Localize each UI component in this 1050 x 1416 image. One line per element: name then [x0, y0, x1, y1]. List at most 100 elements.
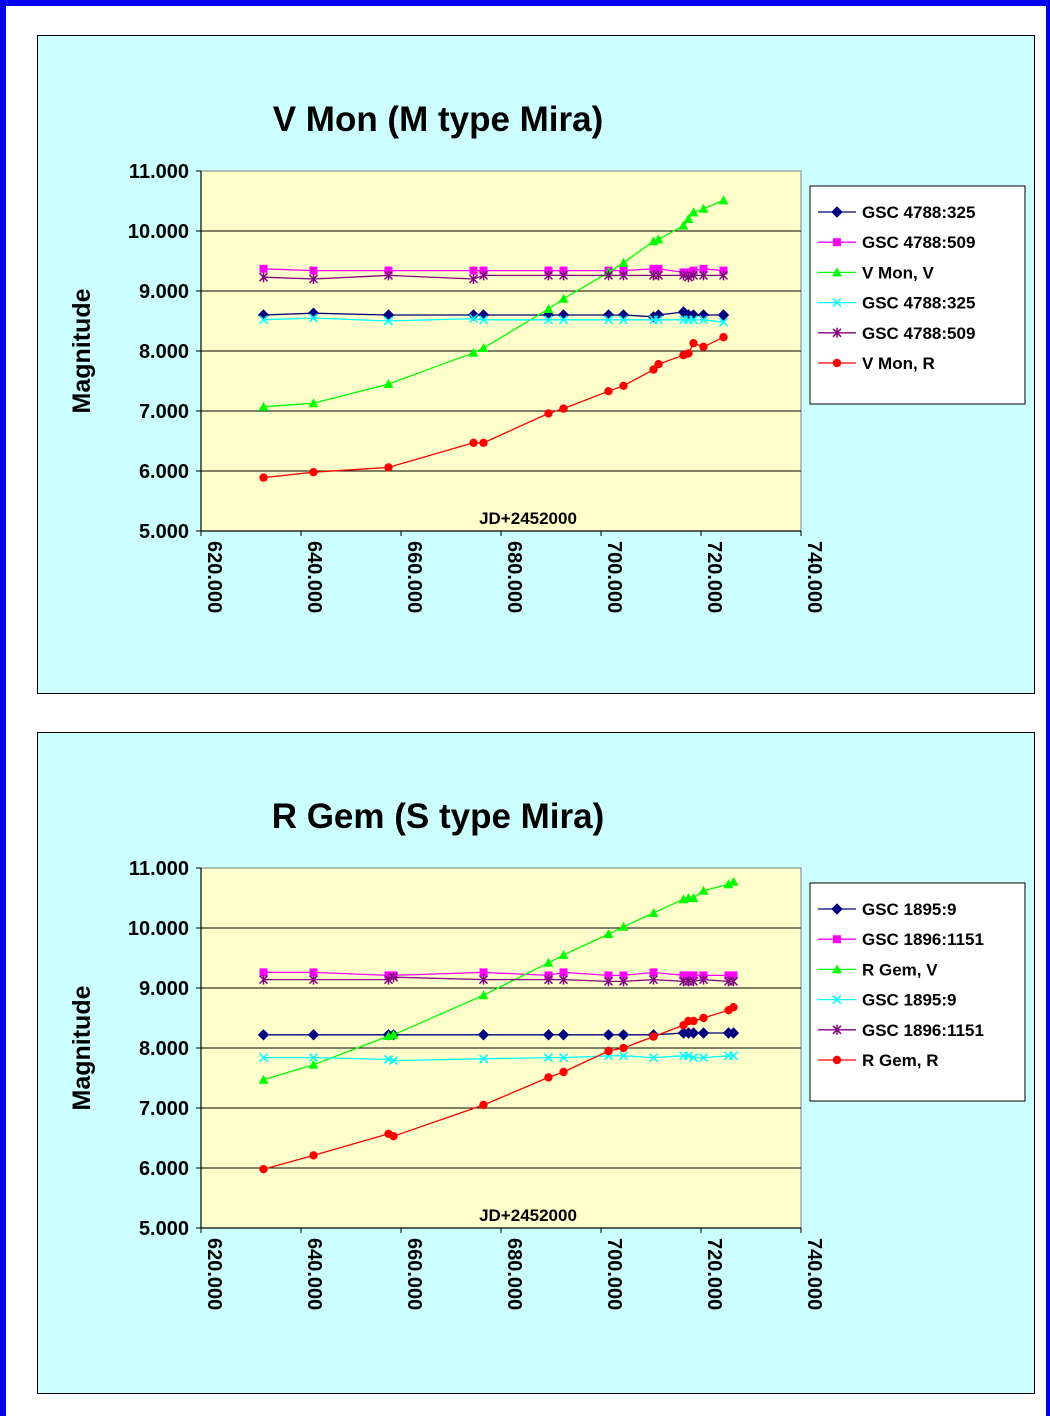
data-point	[308, 274, 319, 284]
data-point	[384, 463, 393, 472]
data-point	[543, 270, 554, 281]
legend-label: GSC 1895:9	[862, 991, 957, 1010]
data-point	[648, 908, 659, 917]
y-tick-label: 5.000	[139, 1218, 189, 1240]
y-tick-label: 7.000	[139, 1098, 189, 1120]
data-point	[618, 976, 629, 987]
data-point	[389, 1132, 398, 1141]
legend-item: GSC 1896:1151	[818, 930, 984, 949]
data-point	[729, 1003, 738, 1012]
data-point	[688, 976, 699, 987]
data-point	[478, 315, 489, 325]
y-axis-label: Magnitude	[68, 985, 96, 1110]
data-point	[258, 1074, 269, 1084]
data-point	[383, 974, 394, 985]
data-point	[602, 1029, 615, 1041]
data-point	[543, 304, 554, 313]
data-point	[688, 315, 699, 325]
data-point	[479, 1100, 488, 1110]
data-point	[469, 266, 478, 275]
data-point	[383, 270, 394, 281]
legend: GSC 4788:325 GSC 4788:509 V Mon, V GSC 4788…	[809, 185, 1026, 405]
x-tick-label: 720.000	[703, 1238, 725, 1310]
data-point	[479, 968, 488, 977]
data-point	[687, 1027, 700, 1039]
data-point	[603, 270, 614, 281]
legend-marker	[832, 1055, 842, 1065]
data-point	[307, 1029, 320, 1041]
data-point	[618, 257, 629, 267]
data-point	[698, 203, 709, 213]
data-point	[649, 1032, 658, 1041]
y-axis-label: Magnitude	[68, 288, 96, 413]
data-point	[468, 274, 479, 284]
data-point	[729, 971, 738, 980]
data-point	[604, 1046, 613, 1056]
data-point	[309, 1151, 318, 1160]
series-4	[258, 270, 729, 284]
legend-item: GSC 4788:509	[818, 233, 975, 252]
x-tick-label: 640.000	[303, 1238, 325, 1310]
data-point	[468, 347, 479, 357]
data-point	[383, 379, 394, 388]
data-point	[469, 438, 478, 447]
legend-marker	[832, 995, 842, 1005]
data-point	[618, 315, 629, 325]
data-point	[653, 270, 664, 281]
chart-title: R Gem (S type Mira)	[272, 797, 605, 836]
data-point	[699, 264, 708, 273]
legend-box	[809, 185, 1026, 405]
data-point	[653, 234, 664, 244]
legend-item: R Gem, R	[818, 1051, 939, 1070]
data-point	[649, 264, 658, 273]
data-point	[478, 270, 489, 281]
data-point	[603, 929, 614, 938]
data-point	[604, 971, 613, 980]
data-point	[728, 976, 739, 987]
data-point	[719, 333, 728, 342]
data-point	[617, 1029, 630, 1041]
chart-panel-v-mon: V Mon (M type Mira) 11.000 10.000 9.000 8.00…	[37, 35, 1035, 694]
data-point	[544, 1073, 553, 1082]
data-point	[309, 968, 318, 977]
series-3	[258, 313, 729, 327]
legend-box	[809, 882, 1026, 1102]
data-point	[259, 473, 268, 482]
data-point	[684, 349, 693, 358]
chart-panel-r-gem: R Gem (S type Mira) 11.000 10.000 9.000 8.00…	[37, 732, 1035, 1394]
data-point	[388, 1056, 399, 1066]
data-point	[603, 976, 614, 987]
legend-item: V Mon, V	[818, 263, 934, 282]
x-tick-label: 620.000	[203, 541, 225, 613]
x-tick-label: 740.000	[803, 541, 825, 613]
data-point	[688, 893, 699, 902]
legend-item: GSC 1895:9	[818, 900, 957, 919]
data-point	[727, 1027, 740, 1039]
y-tick-label: 9.000	[139, 281, 189, 303]
data-point	[718, 317, 729, 327]
data-point	[689, 1016, 698, 1026]
data-point	[309, 266, 318, 275]
y-tick-label: 11.000	[129, 858, 189, 880]
x-tick-label: 700.000	[603, 541, 625, 613]
data-point	[648, 974, 659, 985]
data-point	[388, 972, 399, 983]
x-tick-label: 620.000	[203, 1238, 225, 1310]
data-point	[699, 342, 708, 351]
data-point	[683, 1051, 694, 1061]
data-point	[678, 270, 689, 281]
data-point	[479, 438, 488, 447]
data-point	[559, 1067, 568, 1077]
y-tick-label: 9.000	[139, 978, 189, 1000]
data-point	[688, 270, 699, 281]
legend-marker	[832, 327, 842, 338]
data-point	[648, 1053, 659, 1063]
series-line	[263, 1055, 734, 1062]
data-point	[258, 974, 269, 985]
data-point	[543, 1053, 554, 1063]
legend-label: GSC 1896:1151	[862, 1021, 984, 1040]
data-point	[559, 968, 568, 977]
data-point	[477, 1029, 490, 1041]
data-point	[558, 270, 569, 281]
